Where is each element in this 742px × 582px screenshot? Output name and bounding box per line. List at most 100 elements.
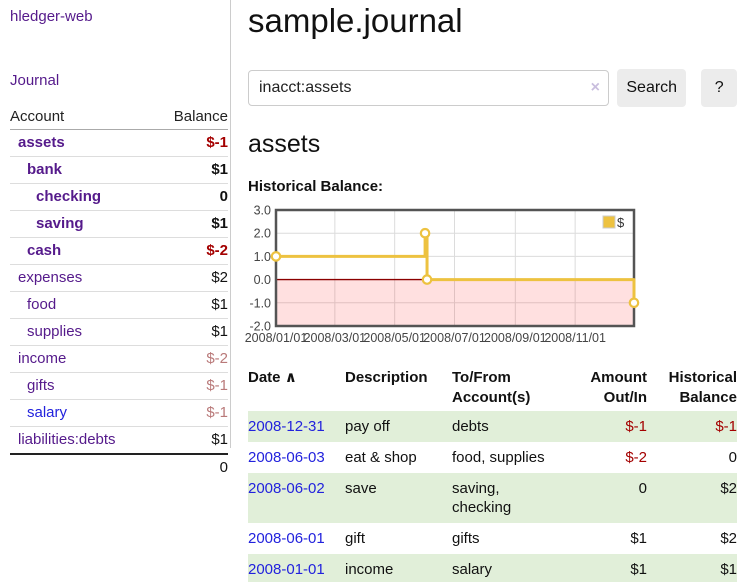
y-axis-label: 0.0: [254, 273, 271, 287]
register-row: 2008-01-01 income salary $1 $1: [248, 554, 737, 582]
search-row: × Search ?: [248, 69, 737, 107]
transaction-amount: $1: [630, 561, 647, 578]
chart-data-point: [270, 251, 282, 262]
account-row: cash $-2: [10, 237, 228, 265]
y-axis-label: 1.0: [254, 250, 271, 264]
sidebar-account-cash[interactable]: cash: [27, 242, 62, 259]
chart-data-point: [419, 227, 431, 239]
chart-legend-label: $: [617, 215, 625, 230]
account-row: expenses $2: [10, 264, 228, 292]
transaction-description: income: [345, 561, 394, 578]
sidebar-account-gifts[interactable]: gifts: [27, 377, 55, 394]
account-balance: $1: [154, 318, 228, 346]
transaction-balance: $-1: [715, 418, 737, 435]
register-col-accounts: To/From Account(s): [452, 369, 531, 406]
y-axis-label: -1.0: [249, 296, 271, 310]
sidebar-item-journal[interactable]: Journal: [10, 72, 60, 89]
transaction-description: save: [345, 480, 377, 497]
app-title-link[interactable]: hledger-web: [10, 8, 93, 25]
transaction-accounts: debts: [452, 418, 489, 435]
sidebar-account-expenses[interactable]: expenses: [18, 269, 83, 286]
sidebar-account-food[interactable]: food: [27, 296, 57, 313]
transaction-balance: $1: [720, 561, 737, 578]
account-row: supplies $1: [10, 318, 228, 346]
accounts-col-account: Account: [10, 104, 155, 130]
chart-legend-swatch: [602, 215, 616, 229]
transaction-date-link[interactable]: 2008-01-01: [248, 561, 325, 578]
account-balance: $-1: [154, 129, 228, 157]
register-col-description: Description: [345, 369, 428, 386]
search-box: ×: [248, 70, 609, 106]
transaction-amount: 0: [638, 480, 647, 497]
sidebar-account-assets[interactable]: assets: [18, 134, 65, 151]
transaction-date-link[interactable]: 2008-12-31: [248, 418, 325, 435]
account-balance: $1: [154, 291, 228, 319]
historical-balance-chart: $3.0 2.0 1.0 0.0 -1.0 -2.02008/01/012008/03/0…: [245, 204, 640, 345]
transaction-date-link[interactable]: 2008-06-01: [248, 530, 325, 547]
transaction-description: eat & shop: [345, 449, 417, 466]
accounts-col-balance: Balance: [154, 104, 228, 130]
chart-data-point: [628, 297, 640, 309]
sidebar-account-supplies[interactable]: supplies: [27, 323, 83, 340]
clear-search-icon[interactable]: ×: [590, 79, 600, 96]
help-button[interactable]: ?: [701, 69, 737, 107]
transaction-amount: $1: [630, 530, 647, 547]
account-balance: 0: [154, 183, 228, 211]
chart-data-point: [421, 274, 433, 285]
x-axis-label: 2008/01/01: [245, 331, 308, 345]
transaction-accounts: saving, checking: [452, 480, 512, 516]
y-axis-label: 3.0: [254, 204, 271, 218]
register-row: 2008-06-01 gift gifts $1 $2: [248, 523, 737, 554]
register-header-row: Date ∧ Description To/From Account(s) Am…: [248, 365, 737, 411]
account-row: salary $-1: [10, 399, 228, 427]
transaction-description: pay off: [345, 418, 390, 435]
transaction-balance: $2: [720, 530, 737, 547]
register-row: 2008-06-02 save saving, checking 0 $2: [248, 473, 737, 523]
sidebar-account-saving[interactable]: saving: [36, 215, 84, 232]
search-input[interactable]: [248, 70, 609, 106]
register-table: Date ∧ Description To/From Account(s) Am…: [248, 365, 737, 582]
sidebar-account-bank[interactable]: bank: [27, 161, 63, 178]
y-axis-label: -2.0: [249, 320, 271, 334]
sidebar-account-salary[interactable]: salary: [27, 404, 68, 421]
transaction-description: gift: [345, 530, 366, 547]
register-row: 2008-06-03 eat & shop food, supplies $-2 0: [248, 442, 737, 473]
account-balance: $1: [154, 210, 228, 238]
accounts-header-row: Account Balance: [10, 104, 228, 130]
transaction-date-link[interactable]: 2008-06-03: [248, 449, 325, 466]
account-balance: $-2: [154, 345, 228, 373]
transaction-date-link[interactable]: 2008-06-02: [248, 480, 325, 497]
accounts-table: Account Balance assets $-1 bank $1 checking 0…: [10, 104, 228, 481]
transaction-accounts: gifts: [452, 530, 480, 547]
sidebar-account-checking[interactable]: checking: [36, 188, 102, 205]
negative-region: [276, 279, 634, 326]
x-axis-label: 2008/11/01: [544, 331, 606, 345]
account-heading: assets: [248, 130, 321, 158]
account-row: food $1: [10, 291, 228, 319]
transaction-balance: 0: [728, 449, 737, 466]
transaction-accounts: food, supplies: [452, 449, 545, 466]
account-balance: $2: [154, 264, 228, 292]
app-title: hledger-web: [10, 8, 230, 25]
register-col-date[interactable]: Date ∧: [248, 369, 297, 386]
transaction-accounts: salary: [452, 561, 493, 578]
transaction-amount: $-1: [625, 418, 647, 435]
page-title: sample.journal: [248, 2, 463, 39]
transaction-balance: $2: [720, 480, 737, 497]
account-row: liabilities:debts $1: [10, 426, 228, 455]
account-balance: $1: [154, 426, 228, 455]
sidebar-account-liabilities-debts[interactable]: liabilities:debts: [18, 431, 116, 448]
register-row: 2008-12-31 pay off debts $-1 $-1: [248, 411, 737, 442]
plot-border: [274, 208, 636, 328]
accounts-total-row: 0: [10, 453, 228, 481]
x-axis-label: 2008/03/01: [304, 331, 367, 345]
account-row: income $-2: [10, 345, 228, 373]
search-button[interactable]: Search: [617, 69, 687, 107]
main-content: sample.journal × Search ? assets Histori…: [245, 0, 737, 582]
sidebar-account-income[interactable]: income: [18, 350, 67, 367]
account-balance: $-1: [154, 399, 228, 427]
account-row: bank $1: [10, 156, 228, 184]
chart-title: Historical Balance:: [248, 178, 384, 195]
account-row: checking 0: [10, 183, 228, 211]
